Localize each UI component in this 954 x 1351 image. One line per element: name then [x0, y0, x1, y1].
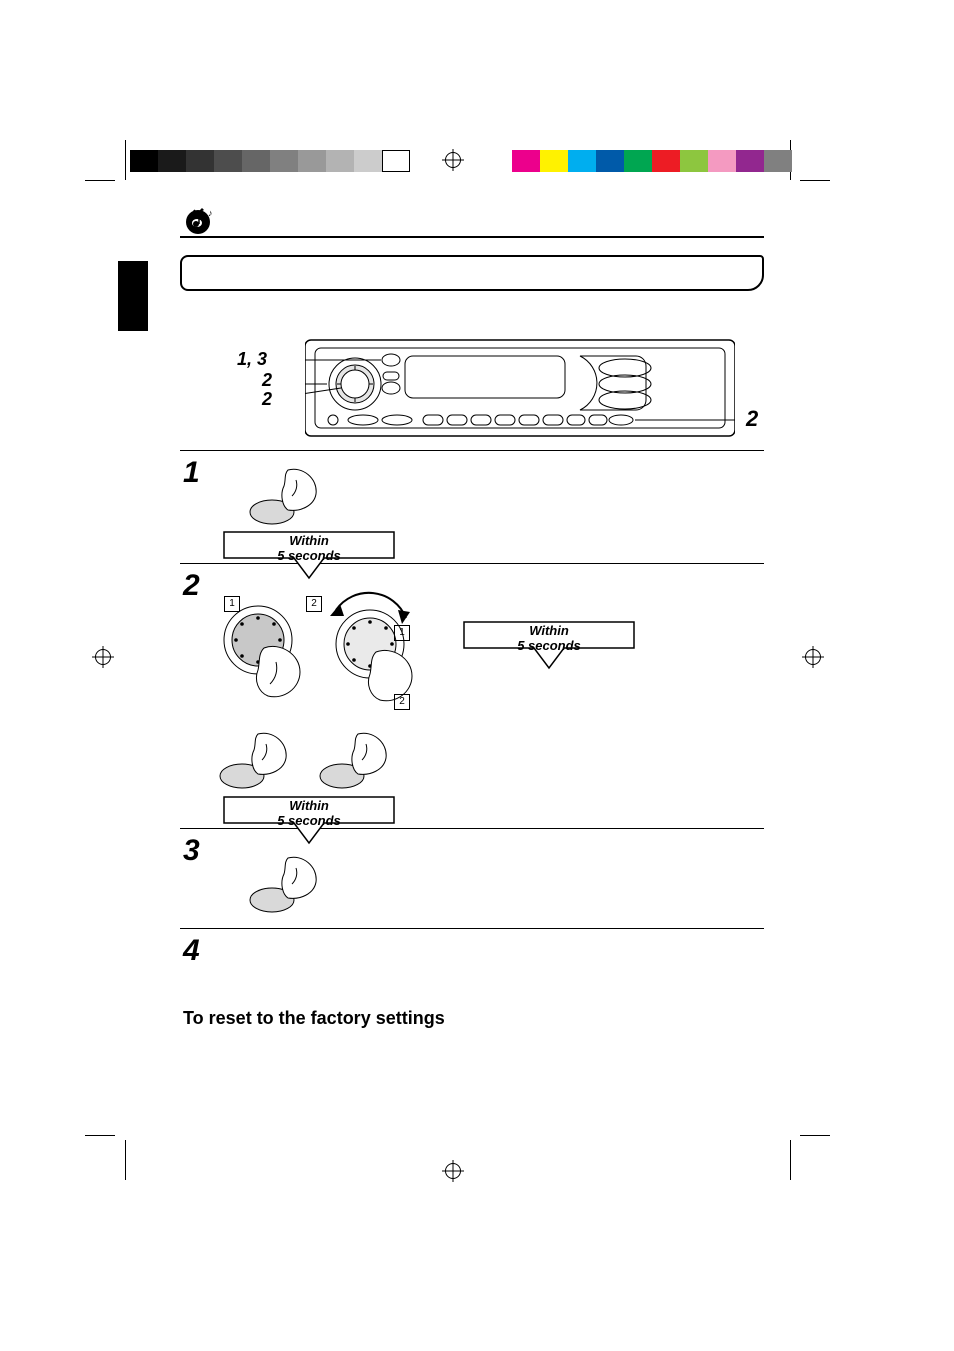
reset-title: To reset to the factory settings	[183, 1008, 445, 1029]
within-arrow: Within5 seconds	[214, 530, 404, 580]
within-label: Within	[529, 623, 569, 638]
seconds-label: 5 seconds	[517, 638, 581, 653]
music-note-icon: ♪	[180, 202, 220, 238]
within-arrow: Within5 seconds	[214, 795, 404, 845]
boxed-2: 2	[306, 596, 322, 612]
register-target-bottom	[442, 1160, 464, 1182]
crop-mark-br-h	[800, 1135, 830, 1136]
crop-mark-br-v	[790, 1140, 791, 1180]
step-2-num: 2	[183, 569, 200, 603]
divider	[180, 928, 764, 929]
title-box	[180, 255, 764, 291]
callout-1-3: 1, 3	[237, 349, 267, 370]
stereo-diagram	[305, 336, 735, 440]
step-3-num: 3	[183, 834, 200, 868]
seconds-label: 5 seconds	[277, 548, 341, 563]
callout-2a: 2	[262, 370, 272, 391]
within-label: Within	[289, 533, 329, 548]
language-tab	[118, 261, 148, 331]
svg-text:♪: ♪	[208, 208, 213, 218]
crop-mark-tl-v	[125, 140, 126, 180]
callout-2-right: 2	[746, 406, 758, 432]
grayscale-strip	[130, 150, 410, 172]
boxed-2b: 2	[394, 694, 410, 710]
press-button-illustration	[216, 724, 306, 794]
crop-mark-tr-h	[800, 180, 830, 181]
register-target-right	[802, 646, 824, 668]
boxed-1: 1	[224, 596, 240, 612]
within-label: Within	[289, 798, 329, 813]
press-button-illustration	[316, 724, 406, 794]
register-target-top	[442, 149, 464, 171]
color-strip	[512, 150, 792, 172]
register-target-left	[92, 646, 114, 668]
boxed-1b: 1	[394, 625, 410, 641]
callout-2b: 2	[262, 389, 272, 410]
within-arrow: Within5 seconds	[454, 620, 644, 670]
crop-mark-bl-h	[85, 1135, 115, 1136]
divider	[180, 236, 764, 238]
knob-turn-illustration	[310, 580, 430, 710]
divider	[180, 450, 764, 451]
seconds-label: 5 seconds	[277, 813, 341, 828]
crop-mark-tl-h	[85, 180, 115, 181]
press-button-illustration	[246, 460, 336, 530]
crop-mark-bl-v	[125, 1140, 126, 1180]
press-button-illustration	[246, 848, 336, 918]
step-1-num: 1	[183, 456, 200, 490]
step-4-num: 4	[183, 934, 200, 968]
